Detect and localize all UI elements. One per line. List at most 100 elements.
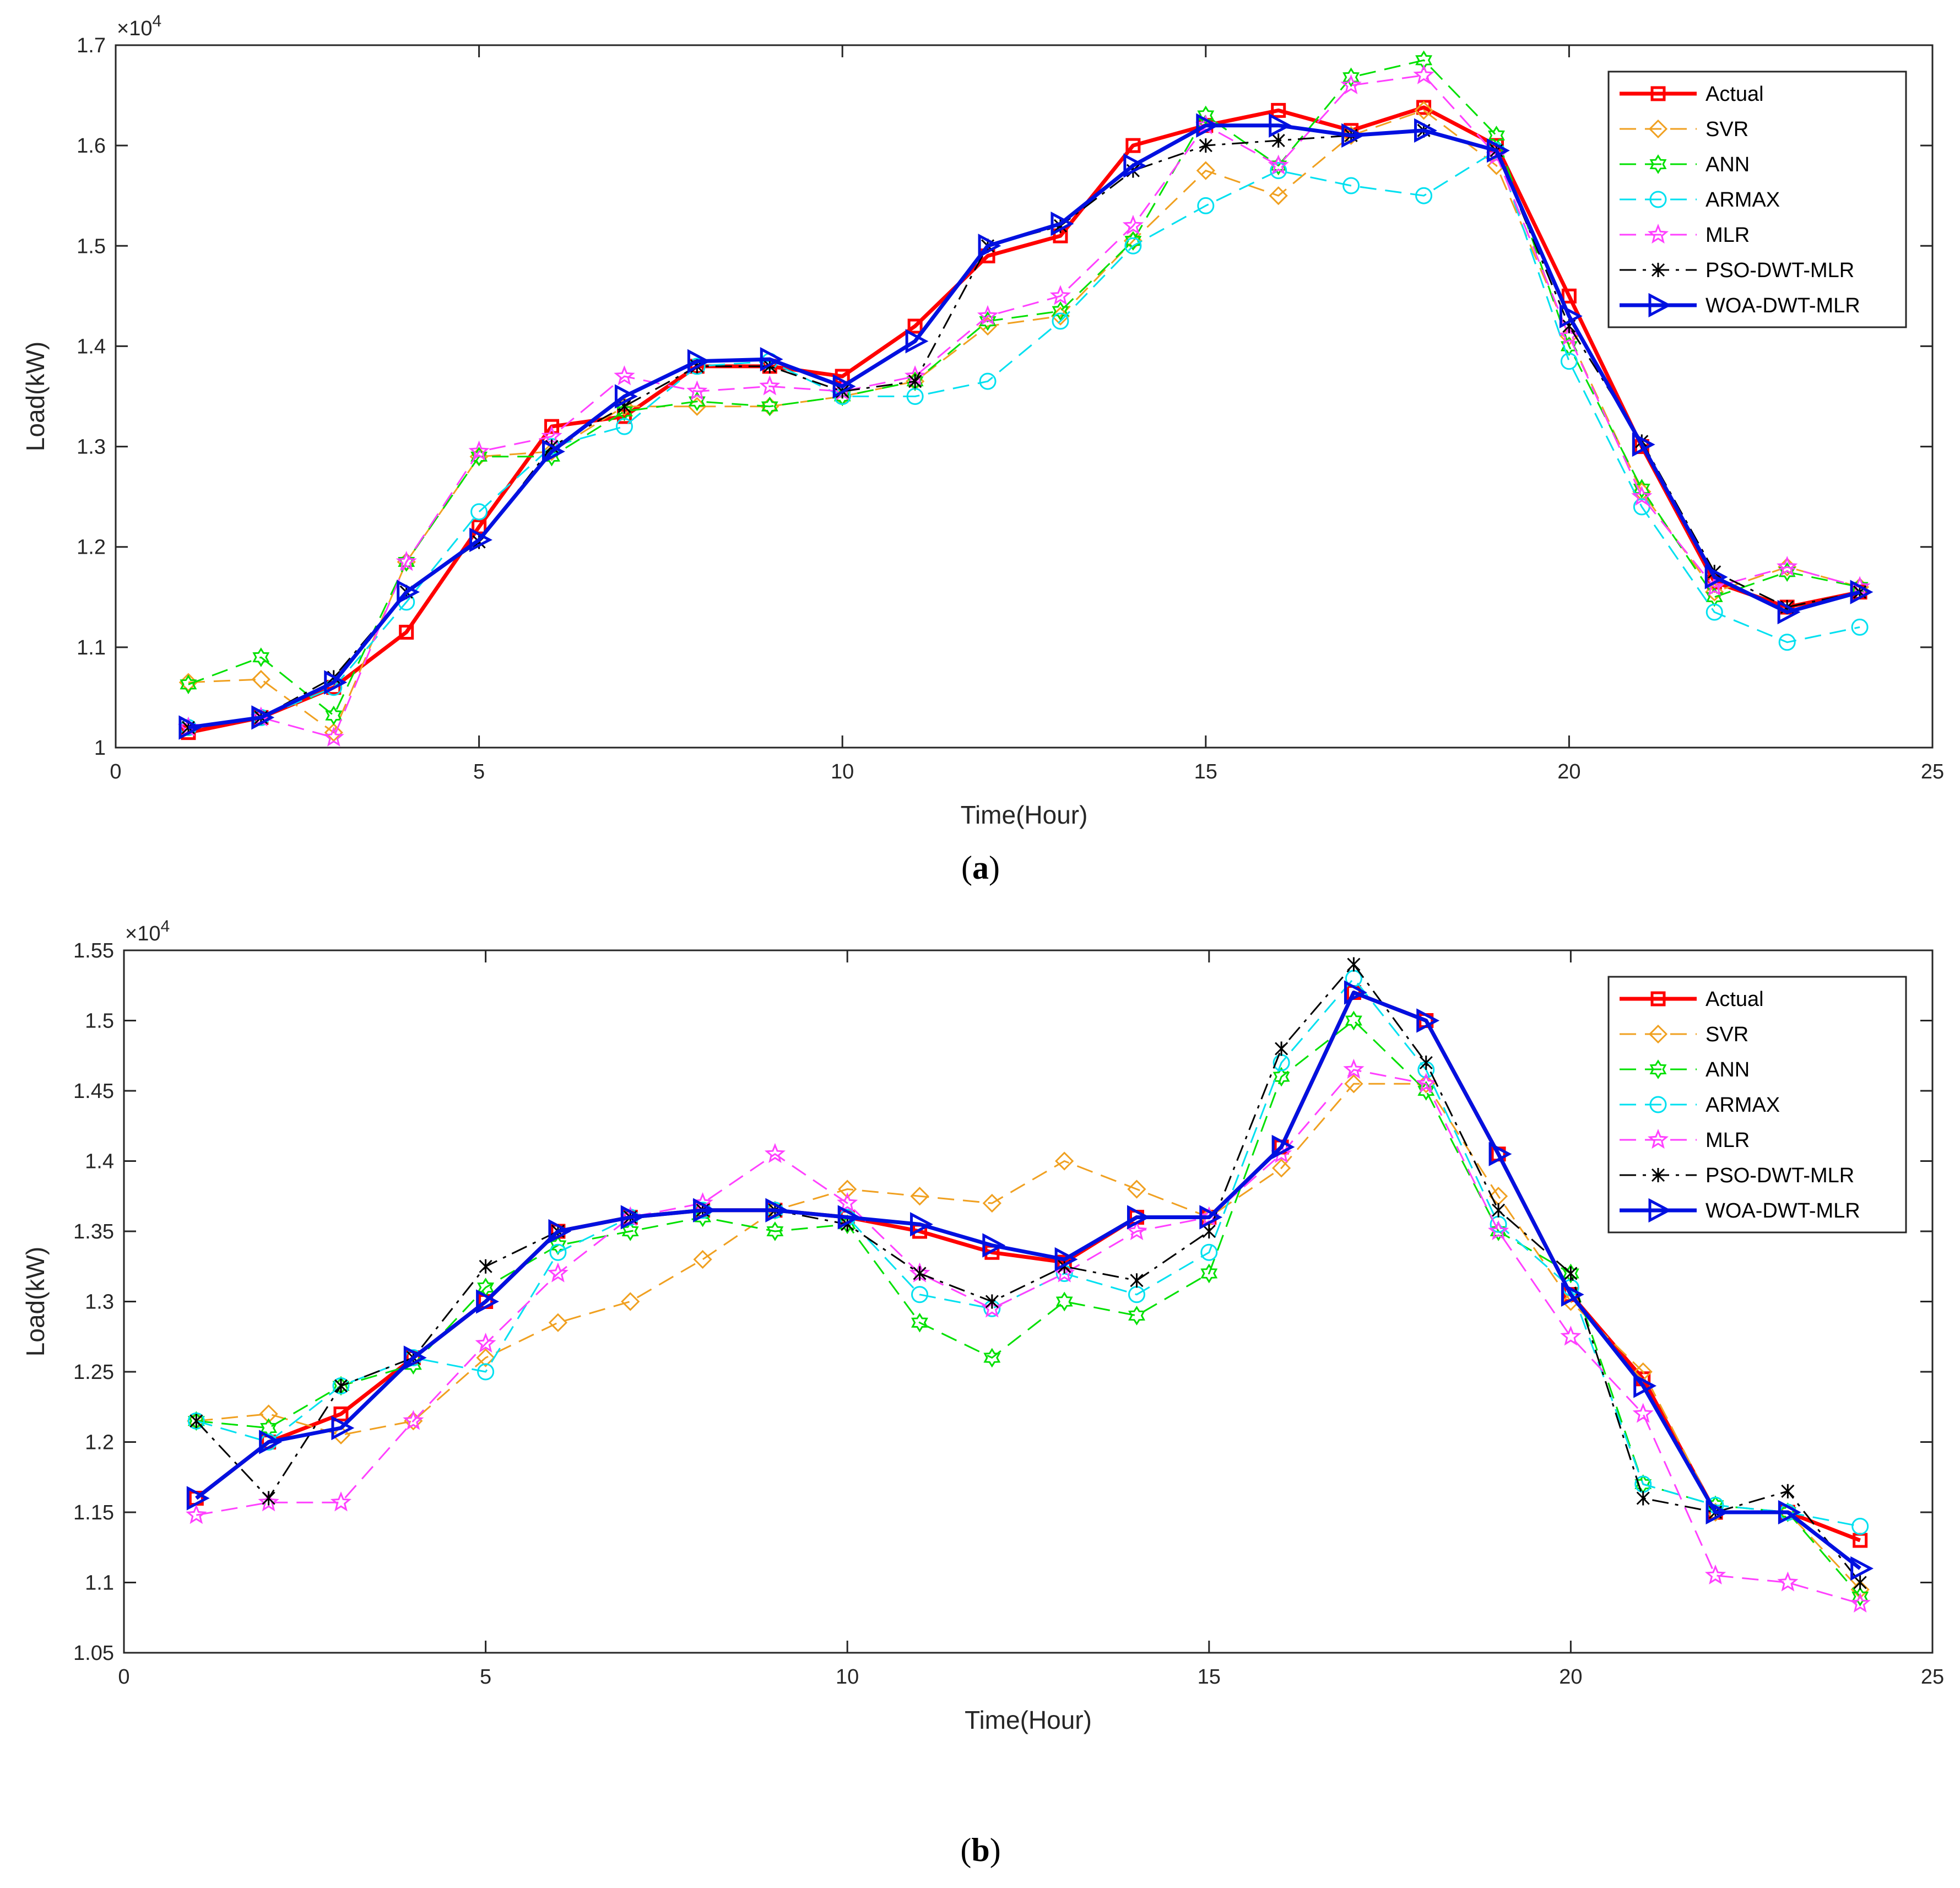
y-tick-label: 1.3 — [85, 1291, 114, 1314]
data-point-woa-dwt-mlr — [832, 374, 856, 399]
data-point-woa-dwt-mlr — [1633, 1373, 1657, 1398]
data-point-ann — [615, 401, 633, 421]
x-tick-label: 15 — [1194, 760, 1217, 783]
y-tick-label: 1 — [94, 737, 106, 760]
data-point-mlr — [1054, 1262, 1075, 1283]
y-tick-label: 1.2 — [77, 536, 106, 559]
y-axis-label-a: Load(kW) — [21, 342, 50, 451]
data-point-svr — [910, 1187, 929, 1206]
data-point-ann — [1124, 231, 1142, 251]
data-point-woa-dwt-mlr — [1778, 1500, 1801, 1525]
data-point-armax — [906, 388, 924, 405]
data-point-woa-dwt-mlr — [765, 1198, 789, 1222]
data-point-woa-dwt-mlr — [1850, 580, 1874, 604]
data-point-actual — [1271, 102, 1286, 118]
data-point-mlr — [1560, 1326, 1582, 1346]
data-point-svr — [1269, 186, 1288, 205]
data-point-svr — [548, 1313, 568, 1332]
data-point-woa-dwt-mlr — [1559, 304, 1583, 328]
legend-label: WOA-DWT-MLR — [1705, 294, 1860, 317]
data-point-pso-dwt-mlr — [189, 1414, 203, 1429]
data-point-svr — [1344, 1074, 1363, 1094]
series-line-svr — [188, 109, 1860, 734]
x-tick-label: 25 — [1921, 1665, 1944, 1689]
chart-panel-b: 0 5 10 15 20 25 1.05 1.1 1.15 1.2 1.25 1.3 1.35 1.4 1.… — [21, 917, 1944, 1868]
data-point-svr — [693, 1249, 712, 1269]
data-point-woa-dwt-mlr — [1054, 1247, 1078, 1272]
data-point-mlr — [614, 365, 635, 386]
data-point-armax — [615, 418, 633, 435]
data-point-ann — [1633, 479, 1650, 499]
data-point-armax — [1851, 618, 1869, 636]
data-point-woa-dwt-mlr — [548, 1219, 572, 1244]
legend-marker — [1648, 1198, 1672, 1223]
y-tick-label: 1.2 — [85, 1431, 114, 1454]
data-point-mlr — [475, 1332, 496, 1353]
data-point-woa-dwt-mlr — [1850, 1556, 1874, 1581]
x-tick-label: 10 — [836, 1665, 859, 1689]
legend-marker — [1647, 1128, 1669, 1149]
legend-item-pso-dwt-mlr: PSO-DWT-MLR — [1620, 259, 1854, 282]
data-point-armax — [1200, 1243, 1218, 1261]
data-point-pso-dwt-mlr — [1419, 1056, 1433, 1070]
data-point-svr — [1055, 1151, 1074, 1171]
data-point-ann — [979, 311, 997, 331]
legend-label: SVR — [1705, 1023, 1748, 1046]
x-tick-label: 25 — [1921, 760, 1944, 783]
data-point-woa-dwt-mlr — [469, 527, 492, 553]
data-point-mlr — [1777, 1571, 1799, 1592]
y-tick-label: 1.6 — [77, 134, 106, 158]
data-point-svr — [1414, 101, 1433, 120]
legend-item-svr: SVR — [1620, 118, 1748, 141]
y-tick-label: 1.7 — [77, 34, 106, 57]
data-point-woa-dwt-mlr — [1127, 1205, 1150, 1230]
y-tick-label: 1.5 — [77, 235, 106, 258]
legend-a: Actual SVR ANN ARMAX MLR PSO-DWT-MLR WOA-DWT-M… — [1607, 71, 1907, 328]
y-tick-label: 1.55 — [73, 939, 114, 962]
data-point-svr — [331, 1425, 351, 1445]
data-point-woa-dwt-mlr — [324, 670, 348, 695]
x-tick-label: 5 — [480, 1665, 491, 1689]
data-point-ann — [911, 1312, 928, 1333]
legend-item-armax: ARMAX — [1620, 1094, 1780, 1117]
data-point-woa-dwt-mlr — [1051, 212, 1074, 236]
data-point-ann — [1128, 1306, 1145, 1326]
data-point-mlr — [468, 440, 490, 461]
data-point-ann — [688, 391, 706, 412]
data-point-mlr — [1631, 485, 1653, 506]
data-point-mlr — [323, 726, 344, 746]
data-point-pso-dwt-mlr — [479, 1259, 492, 1274]
data-point-ann — [1345, 1010, 1362, 1031]
data-point-mlr — [1704, 1564, 1726, 1584]
y-tick-label: 1.3 — [77, 436, 106, 459]
legend-marker — [1648, 1024, 1668, 1044]
x-tick-label: 0 — [118, 1665, 129, 1689]
data-point-pso-dwt-mlr — [1564, 1266, 1578, 1281]
data-point-woa-dwt-mlr — [910, 1212, 933, 1237]
y-tick-label: 1.1 — [85, 1572, 114, 1595]
series-woa-dwt-mlr-b — [186, 980, 1874, 1581]
data-point-woa-dwt-mlr — [476, 1289, 499, 1314]
data-point-armax — [979, 372, 997, 390]
y-tick-label: 1.05 — [73, 1642, 114, 1665]
data-point-woa-dwt-mlr — [1488, 1142, 1512, 1166]
legend-b: Actual SVR ANN ARMAX MLR PSO-DWT-MLR WOA-DWT-M… — [1607, 976, 1907, 1234]
data-point-armax — [1705, 603, 1723, 621]
legend-label: ANN — [1705, 153, 1750, 176]
legend-marker — [1650, 991, 1666, 1007]
data-point-woa-dwt-mlr — [542, 439, 565, 464]
exponent-label-b: ×104 — [125, 917, 170, 945]
data-point-woa-dwt-mlr — [1269, 113, 1292, 138]
panel-caption-a: (a) — [961, 850, 1000, 886]
data-point-woa-dwt-mlr — [403, 1345, 427, 1370]
legend-label: Actual — [1705, 988, 1764, 1011]
data-point-armax — [1052, 312, 1069, 330]
series-line-actual — [188, 105, 1860, 735]
data-point-pso-dwt-mlr — [1199, 138, 1212, 153]
data-point-pso-dwt-mlr — [1271, 133, 1285, 148]
data-point-pso-dwt-mlr — [1781, 1484, 1795, 1499]
series-line-ann — [188, 59, 1860, 717]
data-point-mlr — [759, 375, 781, 396]
data-point-woa-dwt-mlr — [1341, 123, 1365, 148]
data-point-woa-dwt-mlr — [331, 1415, 355, 1441]
